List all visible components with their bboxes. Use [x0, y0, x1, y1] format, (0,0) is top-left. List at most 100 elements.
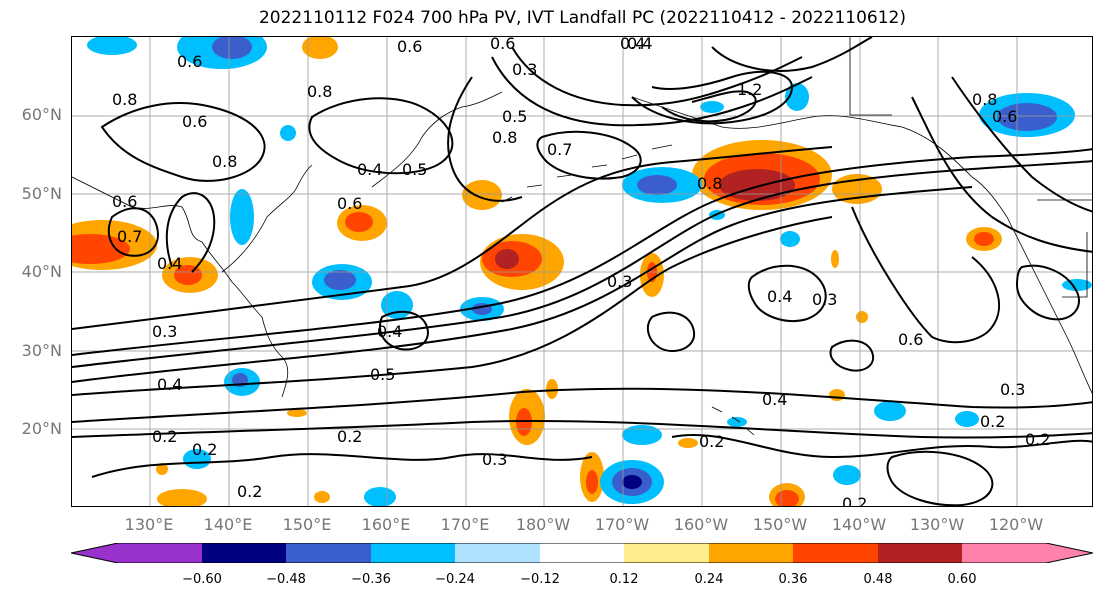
contour-label: 0.5	[370, 365, 395, 384]
positive-anomaly-blob	[586, 470, 598, 494]
contour-label: 0.4	[377, 322, 402, 341]
negative-anomaly-blob	[212, 37, 252, 59]
positive-anomaly-blob	[719, 169, 795, 201]
colorbar-tick: −0.48	[266, 572, 306, 587]
positive-anomaly-blob	[495, 249, 519, 269]
longitude-label: 170°E	[440, 515, 490, 534]
graticule	[72, 37, 1092, 506]
contour-line	[107, 207, 159, 257]
contour-line	[100, 102, 266, 182]
longitude-label: 160°W	[673, 515, 729, 534]
contour-line	[72, 148, 1092, 356]
map-panel: 0.8 0.6 0.6 0.4 0.4 0.6 0.3 0.8 0.5 0.8 …	[71, 36, 1093, 507]
contour-line	[661, 90, 757, 123]
colorbar-tick: 0.60	[947, 572, 977, 587]
negative-anomaly-blob	[230, 189, 254, 245]
negative-anomaly-blob	[183, 449, 211, 469]
contour-label: 0.3	[482, 450, 507, 469]
colorbar-segment	[878, 543, 962, 563]
positive-anomaly-blob	[856, 311, 868, 323]
north-america-coastline	[1006, 216, 1092, 394]
contour-label: 0.7	[547, 140, 572, 159]
contour-line	[747, 264, 827, 323]
japan-coastline	[221, 164, 313, 273]
colorbar-tick: 0.36	[778, 572, 808, 587]
latitude-label: 40°N	[21, 262, 62, 281]
contour-line	[379, 310, 429, 351]
contour-label: 0.4	[620, 37, 645, 53]
contour-line	[886, 450, 994, 506]
negative-anomaly-blob	[364, 487, 396, 506]
contour-label: 0.2	[1025, 430, 1050, 449]
positive-anomaly-blob	[302, 37, 338, 59]
contour-labels: 0.8 0.6 0.6 0.4 0.4 0.6 0.3 0.8 0.5 0.8 …	[112, 37, 1050, 506]
longitude-label: 150°E	[282, 515, 332, 534]
negative-anomaly-blob	[780, 231, 800, 247]
contour-label: 0.4	[762, 390, 787, 409]
positive-anomaly-blob	[345, 212, 373, 232]
negative-anomaly-blob	[637, 175, 677, 195]
contour-line	[511, 46, 803, 107]
colorbar-segment	[540, 543, 624, 563]
contour-label: 0.4	[767, 287, 792, 306]
colorbar-tick: −0.36	[351, 572, 391, 587]
colorbar-segment	[371, 543, 455, 563]
kamchatka-coastline	[371, 91, 503, 188]
contour-label: 0.2	[152, 427, 177, 446]
contour-line	[72, 419, 1092, 439]
contour-line	[72, 186, 973, 383]
contour-label: 0.4	[157, 375, 182, 394]
contour-line	[72, 216, 833, 396]
colorbar-low-extend	[71, 543, 202, 563]
positive-anomaly-blob	[287, 409, 307, 417]
contour-line	[308, 97, 454, 175]
contour-line	[671, 433, 1092, 459]
positive-anomaly-blob	[831, 250, 839, 268]
contour-label: 0.6	[490, 37, 515, 53]
longitude-label: 140°W	[831, 515, 887, 534]
negative-anomaly-blob	[727, 417, 747, 427]
contour-label: 0.8	[212, 152, 237, 171]
latitude-label: 50°N	[21, 184, 62, 203]
colorbar-segment	[624, 543, 709, 563]
longitude-label: 130°E	[124, 515, 174, 534]
latitude-label: 60°N	[21, 105, 62, 124]
negative-anomaly-blob	[280, 125, 296, 141]
latitude-label: 30°N	[21, 341, 62, 360]
contour-label: 0.8	[112, 90, 137, 109]
positive-anomaly-blob	[678, 438, 698, 448]
contour-label: 0.5	[402, 160, 427, 179]
contour-label: 0.4	[157, 254, 182, 273]
contour-line	[951, 76, 1092, 213]
map-title: 2022110112 F024 700 hPa PV, IVT Landfall…	[258, 8, 906, 28]
asia-coastline	[72, 176, 289, 398]
colorbar-tick: 0.24	[694, 572, 724, 587]
contour-line	[536, 130, 642, 180]
contour-label: 0.2	[699, 432, 724, 451]
border-line	[849, 37, 892, 116]
boundaries	[849, 37, 1092, 298]
contour-label: 0.3	[1000, 380, 1025, 399]
positive-anomaly-blob	[829, 389, 845, 401]
contour-label: 0.2	[237, 482, 262, 501]
contour-line	[1015, 264, 1080, 321]
contour-label: 0.8	[307, 82, 332, 101]
negative-anomaly-blob	[1062, 279, 1092, 291]
contour-label: 0.6	[898, 330, 923, 349]
colorbar-tick: −0.60	[182, 572, 222, 587]
contour-label: 0.8	[972, 90, 997, 109]
negative-anomaly-blob	[874, 401, 906, 421]
negative-anomaly-blob	[955, 411, 979, 427]
contour-line	[911, 96, 1092, 253]
colorbar-segment	[709, 543, 793, 563]
contour-label: 0.2	[192, 440, 217, 459]
contour-label: 0.3	[607, 272, 632, 291]
contour-label: 0.6	[992, 107, 1017, 126]
colorbar-segment	[793, 543, 878, 563]
contour-line	[91, 453, 593, 478]
contour-line	[72, 146, 833, 330]
contour-label: 0.6	[177, 52, 202, 71]
longitude-label: 120°W	[988, 515, 1044, 534]
colorbar-tick: 0.12	[609, 572, 639, 587]
contour-label: 0.6	[182, 112, 207, 131]
